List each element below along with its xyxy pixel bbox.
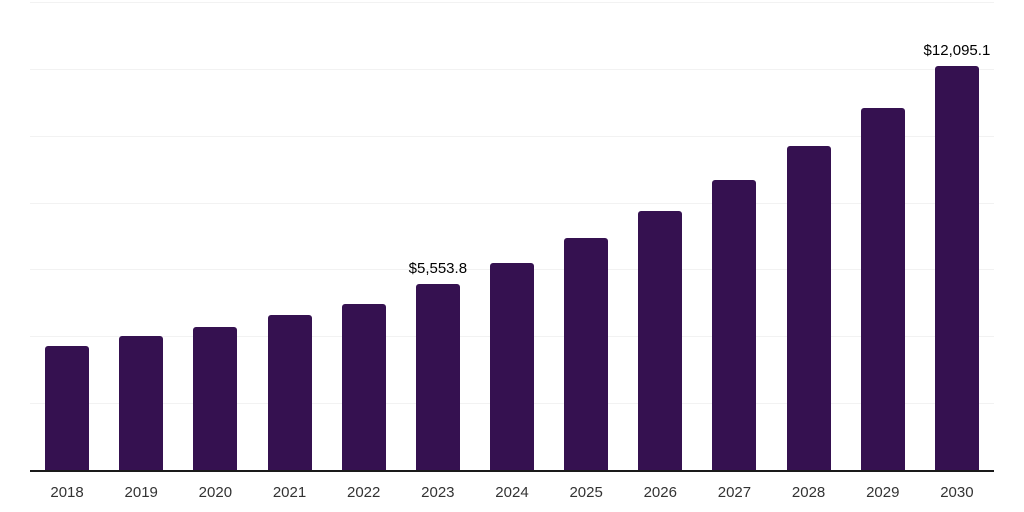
x-tick-2022: 2022 [346, 484, 381, 501]
bar-2019 [119, 336, 164, 470]
bar-2030 [934, 65, 979, 470]
bar-2022 [341, 303, 386, 470]
bar-2024 [490, 262, 534, 470]
x-tick-2029: 2029 [866, 484, 900, 501]
data-label-2023: $5,553.8 [408, 260, 468, 278]
x-tick-2028: 2028 [791, 484, 826, 501]
gridline-14000 [30, 2, 994, 3]
x-tick-2027: 2027 [717, 484, 752, 501]
x-tick-2024: 2024 [495, 484, 529, 501]
bar-2023 [415, 284, 460, 470]
x-axis-line [30, 470, 994, 472]
bar-2026 [638, 210, 683, 470]
x-tick-2020: 2020 [198, 484, 233, 501]
x-tick-2018: 2018 [50, 484, 84, 501]
x-tick-2030: 2030 [940, 484, 974, 501]
x-tick-2021: 2021 [272, 484, 307, 501]
x-tick-2026: 2026 [643, 484, 677, 501]
x-tick-2019: 2019 [124, 484, 158, 501]
data-label-2030: $12,095.1 [923, 41, 991, 59]
bar-2025 [564, 238, 609, 470]
x-tick-2023: 2023 [421, 484, 455, 501]
gridline-8000 [30, 202, 994, 204]
gridline-12000 [30, 68, 994, 70]
x-tick-2025: 2025 [569, 484, 603, 501]
bar-2018 [45, 346, 90, 470]
bar-2027 [712, 180, 757, 470]
bar-2028 [786, 146, 831, 470]
gridline-10000 [30, 135, 994, 137]
bar-2021 [267, 315, 312, 470]
bar-2029 [860, 108, 905, 470]
bar-2020 [193, 327, 238, 470]
